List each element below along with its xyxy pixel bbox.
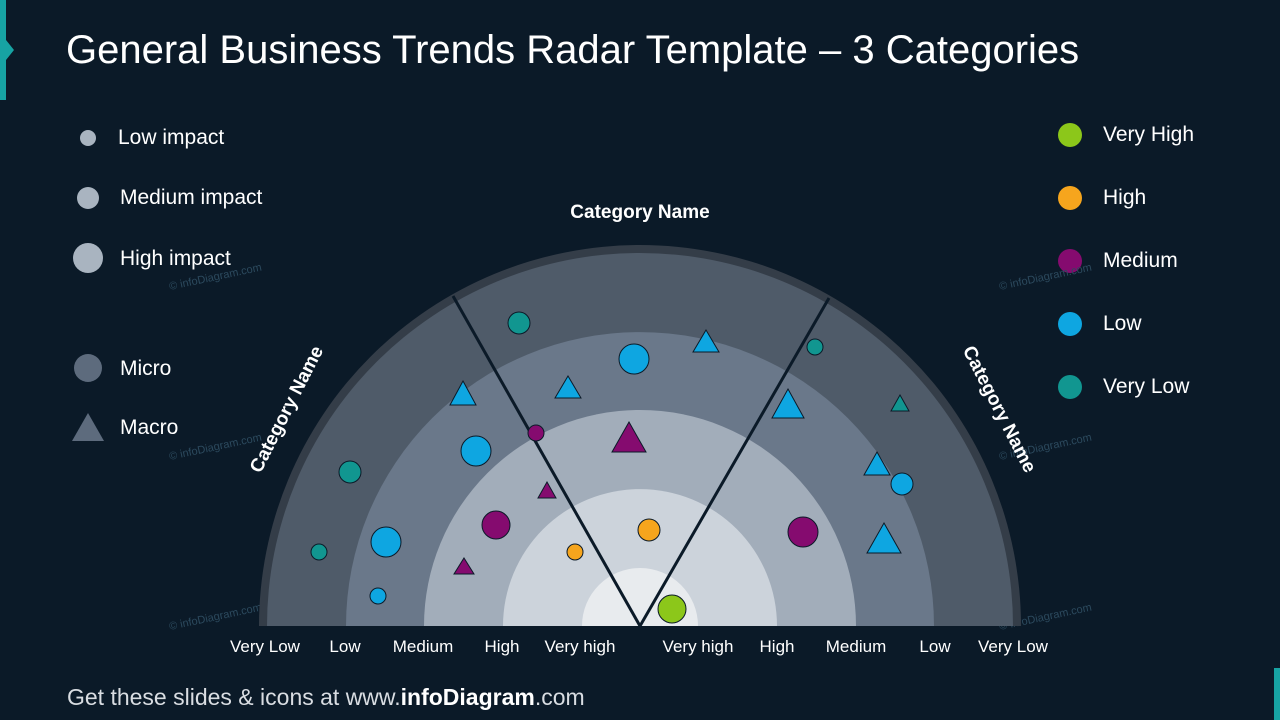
accent-bar-right [1274, 668, 1280, 720]
medium-impact-circle-icon [77, 187, 99, 209]
watermark: © infoDiagram.com [998, 262, 1093, 293]
ring-label-right-medium: Medium [826, 637, 886, 656]
accent-notch [6, 40, 14, 60]
legend-label: High [1103, 186, 1147, 209]
trend-marker-micro [369, 587, 387, 605]
ring-label-left-very-low: Very Low [230, 637, 301, 656]
legend-label: Macro [120, 416, 179, 439]
legend-macro: Macro [70, 412, 178, 444]
legend-label: Low impact [118, 126, 225, 149]
legend-very-low: Very Low [1057, 373, 1189, 401]
trend-marker-macro [890, 393, 910, 412]
legend-micro: Micro [70, 353, 171, 385]
divider-line-right [638, 297, 831, 627]
trend-marker-micro [310, 543, 328, 561]
trend-marker-macro [692, 329, 720, 353]
very-low-dot-icon [1058, 375, 1082, 399]
legend-label: Very High [1103, 123, 1195, 146]
trend-marker-micro [527, 424, 545, 442]
macro-triangle-icon [72, 413, 104, 441]
legend-low: Low [1057, 310, 1142, 338]
footer-suffix: .com [534, 684, 585, 710]
legend-high-impact: High impact [70, 242, 231, 276]
legend-medium-impact: Medium impact [74, 183, 262, 213]
trend-marker-macro [537, 480, 557, 499]
ring-high [503, 489, 777, 626]
legend-label: Medium impact [120, 186, 263, 209]
very-high-dot-icon [1058, 123, 1082, 147]
divider-line-left [451, 295, 642, 627]
ring-label-right-high: High [760, 637, 795, 656]
footer-prefix: Get these slides & icons at www. [67, 684, 401, 710]
legend-label: Low [1103, 312, 1142, 335]
trend-marker-micro [507, 311, 531, 335]
dot [1058, 312, 1082, 336]
ring-label-left-medium: Medium [393, 637, 453, 656]
watermark: © infoDiagram.com [168, 432, 263, 463]
legend-very-high: Very High [1057, 121, 1194, 149]
trend-marker-micro [338, 460, 362, 484]
dot [1058, 249, 1082, 273]
trend-marker-macro [866, 521, 902, 554]
trend-marker-macro [863, 450, 891, 476]
legend-high: High [1057, 184, 1146, 212]
legend-label: Medium [1103, 249, 1178, 272]
trend-marker-macro [453, 557, 475, 575]
legend-label: Micro [120, 357, 172, 380]
low-dot-icon [1058, 312, 1082, 336]
ring-label-left-low: Low [329, 637, 361, 656]
trend-marker-macro [611, 420, 647, 453]
trend-marker-macro [554, 375, 582, 399]
dot [1058, 123, 1082, 147]
trend-marker-micro [370, 526, 402, 558]
dot [1058, 375, 1082, 399]
medium-dot-icon [1058, 249, 1082, 273]
dot [1058, 186, 1082, 210]
high-dot-icon [1058, 186, 1082, 210]
legend-label: High impact [120, 247, 231, 270]
trend-marker-micro [806, 338, 824, 356]
trend-marker-micro [657, 594, 687, 624]
trend-marker-micro [481, 510, 511, 540]
trend-marker-micro [566, 543, 584, 561]
legend-medium: Medium [1057, 247, 1178, 275]
trend-marker-micro [787, 516, 819, 548]
ring-label-left-high: High [485, 637, 520, 656]
ring-label-right-low: Low [919, 637, 951, 656]
high-impact-circle-icon [73, 243, 103, 273]
micro-circle-icon [74, 354, 102, 382]
footer-brand: infoDiagram [400, 684, 535, 710]
category-label-top: Category Name [570, 202, 709, 223]
ring-label-right-very-low: Very Low [978, 637, 1049, 656]
watermark: © infoDiagram.com [168, 602, 263, 633]
trend-marker-macro [771, 387, 805, 419]
accent-bar-left [0, 0, 6, 100]
watermark: © infoDiagram.com [168, 262, 263, 293]
footer-link[interactable]: Get these slides & icons at www.infoDiag… [67, 684, 585, 711]
ring-label-left-very-high: Very high [545, 637, 616, 656]
trend-marker-micro [890, 472, 914, 496]
trend-marker-macro [449, 379, 477, 406]
trend-marker-micro [637, 518, 661, 542]
page-title: General Business Trends Radar Template –… [66, 28, 1080, 72]
legend-low-impact: Low impact [78, 125, 224, 151]
ring-label-right-very-high: Very high [663, 637, 734, 656]
trend-marker-micro [618, 343, 650, 375]
trend-marker-micro [460, 435, 492, 467]
low-impact-circle-icon [80, 130, 96, 146]
legend-label: Very Low [1103, 375, 1190, 398]
